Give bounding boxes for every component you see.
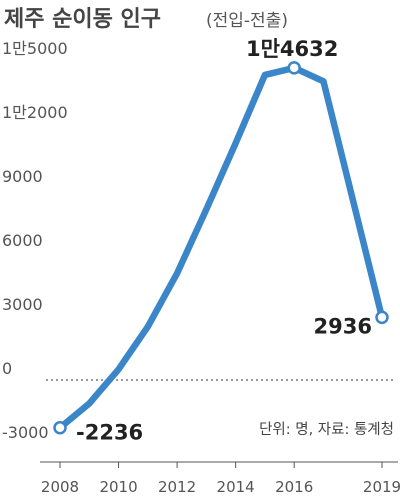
y-tick-label: 0 xyxy=(2,359,12,378)
x-tick-label: 2008 xyxy=(41,478,79,496)
y-tick-label: 1만5000 xyxy=(2,39,68,58)
y-axis: -3000 0 3000 6000 9000 1만2000 1만5000 xyxy=(2,39,68,442)
chart-subtitle: (전입-전출) xyxy=(206,11,288,31)
data-label: -2236 xyxy=(76,421,143,445)
x-tick-label: 2012 xyxy=(158,478,196,496)
chart-series xyxy=(56,64,386,431)
y-tick-label: 6000 xyxy=(2,231,43,250)
series-line xyxy=(56,64,386,431)
data-point-marker xyxy=(287,61,301,75)
chart-annotations: -2236 1만4632 2936 xyxy=(53,37,389,445)
data-label: 2936 xyxy=(314,314,372,338)
x-tick-label: 2016 xyxy=(275,478,313,496)
chart-title: 제주 순이동 인구 xyxy=(4,7,161,32)
data-point-marker xyxy=(53,420,67,435)
y-tick-label: 3000 xyxy=(2,295,43,314)
y-tick-label: 9000 xyxy=(2,167,43,186)
x-tick-label: 2010 xyxy=(99,478,137,496)
data-point-marker xyxy=(375,310,389,325)
x-axis: 2008 2010 2012 2014 2016 2019 xyxy=(40,461,400,496)
y-tick-label: 1만2000 xyxy=(2,103,68,122)
y-tick-label: -3000 xyxy=(2,423,49,442)
data-label: 1만4632 xyxy=(246,37,338,61)
x-tick-label: 2014 xyxy=(217,478,255,496)
x-tick-label: 2019 xyxy=(363,478,400,496)
source-note: 단위: 명, 자료: 통계청 xyxy=(259,421,394,438)
